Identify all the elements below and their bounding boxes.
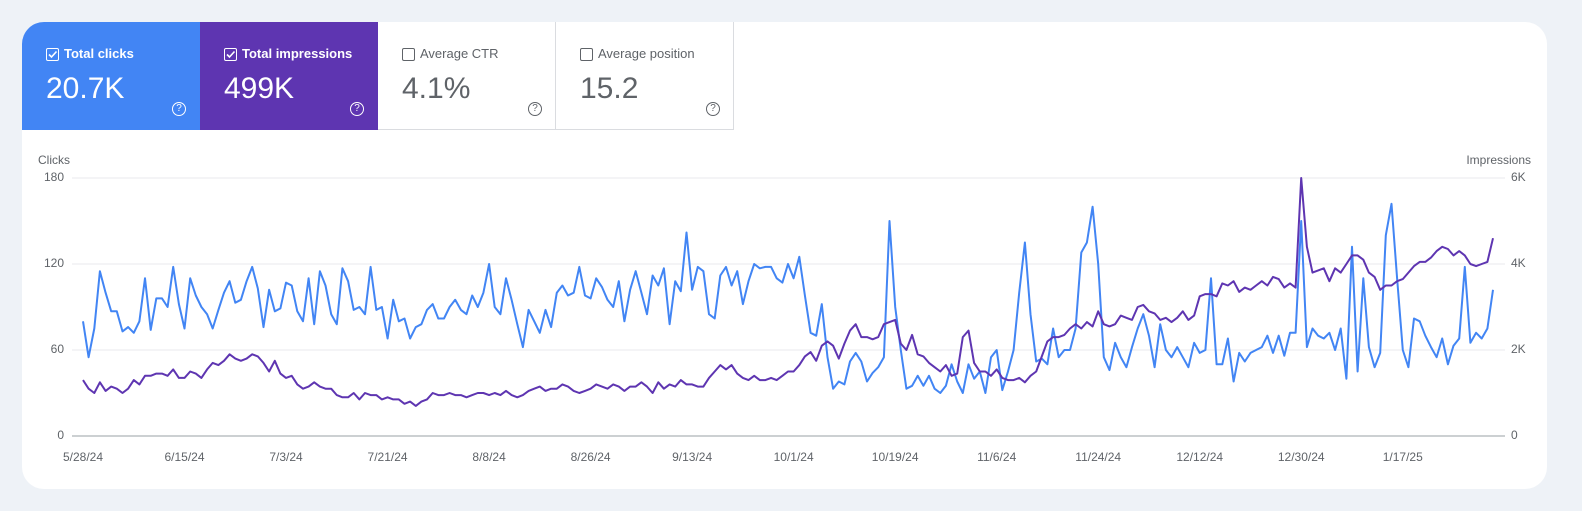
y2-tick-label: 0 (1511, 428, 1518, 442)
checkbox[interactable] (46, 48, 59, 61)
metric-value: 20.7K (46, 72, 125, 105)
x-tick-label: 12/30/24 (1278, 450, 1325, 464)
y2-tick-label: 6K (1511, 170, 1526, 184)
x-tick-label: 5/28/24 (63, 450, 103, 464)
metric-card[interactable]: Average CTR 4.1%? (378, 22, 556, 130)
metric-label: Average CTR (420, 46, 499, 61)
y-tick-label: 120 (44, 256, 64, 270)
y-tick-label: 180 (44, 170, 64, 184)
metric-value: 15.2 (580, 72, 639, 105)
x-tick-label: 1/17/25 (1383, 450, 1423, 464)
y-tick-label: 60 (51, 342, 65, 356)
y2-tick-label: 4K (1511, 256, 1526, 270)
y-axis-title: Clicks (38, 153, 70, 167)
x-tick-label: 7/21/24 (368, 450, 408, 464)
x-tick-label: 9/13/24 (672, 450, 712, 464)
x-tick-label: 7/3/24 (269, 450, 303, 464)
y2-axis-title: Impressions (1466, 153, 1531, 167)
help-icon[interactable]: ? (172, 102, 186, 116)
x-tick-label: 12/12/24 (1176, 450, 1223, 464)
series-line (82, 177, 1494, 407)
x-tick-label: 10/1/24 (774, 450, 814, 464)
y2-tick-label: 2K (1511, 342, 1526, 356)
x-tick-label: 10/19/24 (872, 450, 919, 464)
checkbox[interactable] (580, 48, 593, 61)
x-tick-label: 11/24/24 (1075, 450, 1121, 464)
check-mark (48, 50, 58, 59)
x-tick-label: 8/8/24 (472, 450, 506, 464)
metric-card[interactable]: Total impressions 499K? (200, 22, 378, 130)
metric-card[interactable]: Total clicks 20.7K? (22, 22, 200, 130)
metric-label: Total impressions (242, 46, 353, 61)
y-tick-label: 0 (57, 428, 64, 442)
x-tick-label: 8/26/24 (571, 450, 611, 464)
help-icon[interactable]: ? (350, 102, 364, 116)
checkbox[interactable] (224, 48, 237, 61)
metric-value: 4.1% (402, 72, 471, 105)
performance-panel: Total clicks 20.7K? Total impressions 499K?… (22, 22, 1547, 489)
x-tick-label: 11/6/24 (977, 450, 1016, 464)
help-icon[interactable]: ? (528, 102, 542, 116)
metric-cards: Total clicks 20.7K? Total impressions 499K?… (22, 22, 734, 130)
checkbox[interactable] (402, 48, 415, 61)
series-line (82, 202, 1494, 394)
metric-value: 499K (224, 72, 295, 105)
x-tick-label: 6/15/24 (164, 450, 204, 464)
metric-card[interactable]: Average position 15.2? (556, 22, 734, 130)
metric-label: Total clicks (64, 46, 134, 61)
check-mark (226, 50, 236, 59)
help-icon[interactable]: ? (706, 102, 720, 116)
metric-label: Average position (598, 46, 695, 61)
